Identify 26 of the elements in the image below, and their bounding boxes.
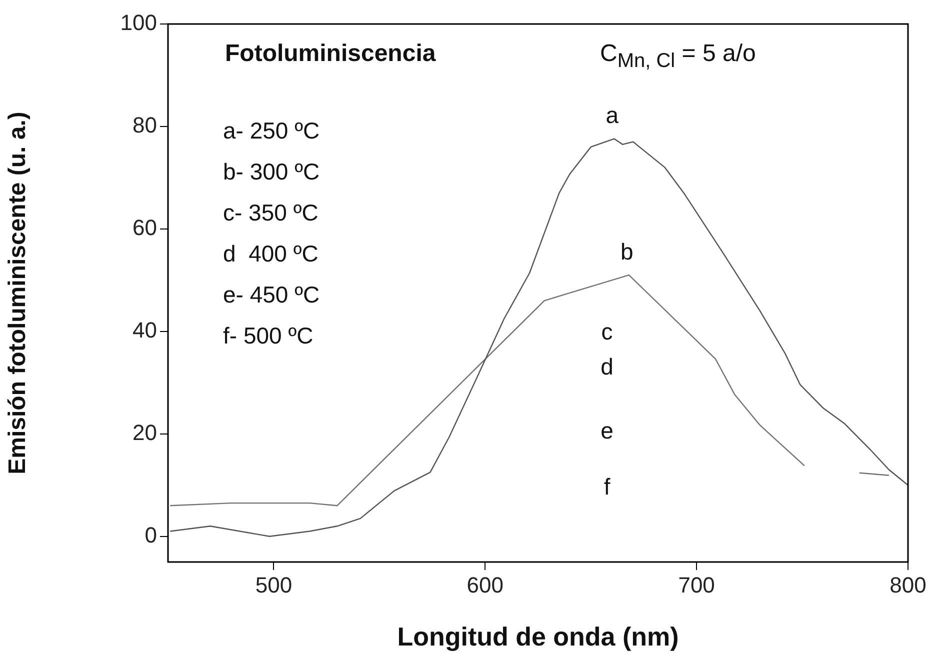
x-tick-label: 600 [466, 572, 504, 598]
annotation: e [600, 417, 614, 444]
series-label: b [620, 238, 634, 264]
y-tick-label: 60 [132, 215, 157, 240]
y-tick-label: 0 [144, 522, 157, 548]
y-tick-label: 80 [132, 112, 157, 138]
annotation: b- 300 ºC [223, 158, 320, 184]
annotation: d 400 ºC [223, 240, 318, 266]
x-tick-label: 800 [890, 572, 926, 598]
annotation: c- 350 ºC [223, 199, 318, 226]
text: C$_{Mn, Cl}$ = 5 a/o [600, 40, 756, 73]
y-tick-label: 40 [132, 317, 157, 342]
annotation: a- 250 ºC [223, 117, 320, 144]
annotation: e- 450 ºC [223, 281, 320, 308]
x-axis-title: Longitud de onda (nm) [397, 622, 679, 652]
annotation: f [604, 473, 611, 500]
annotation: d [600, 353, 614, 380]
annotation: c [601, 318, 613, 344]
y-tick-label: 20 [132, 420, 157, 445]
series-label: a [606, 102, 619, 128]
y-tick-label: 100 [120, 10, 157, 36]
x-tick-label: 500 [255, 572, 292, 598]
annotation: f- 500 ºC [223, 322, 314, 348]
text: Fotoluminiscencia [225, 40, 436, 68]
y-axis-title: Emisión fotoluminiscente (u. a.) [4, 112, 32, 474]
x-tick-label: 700 [678, 572, 715, 598]
